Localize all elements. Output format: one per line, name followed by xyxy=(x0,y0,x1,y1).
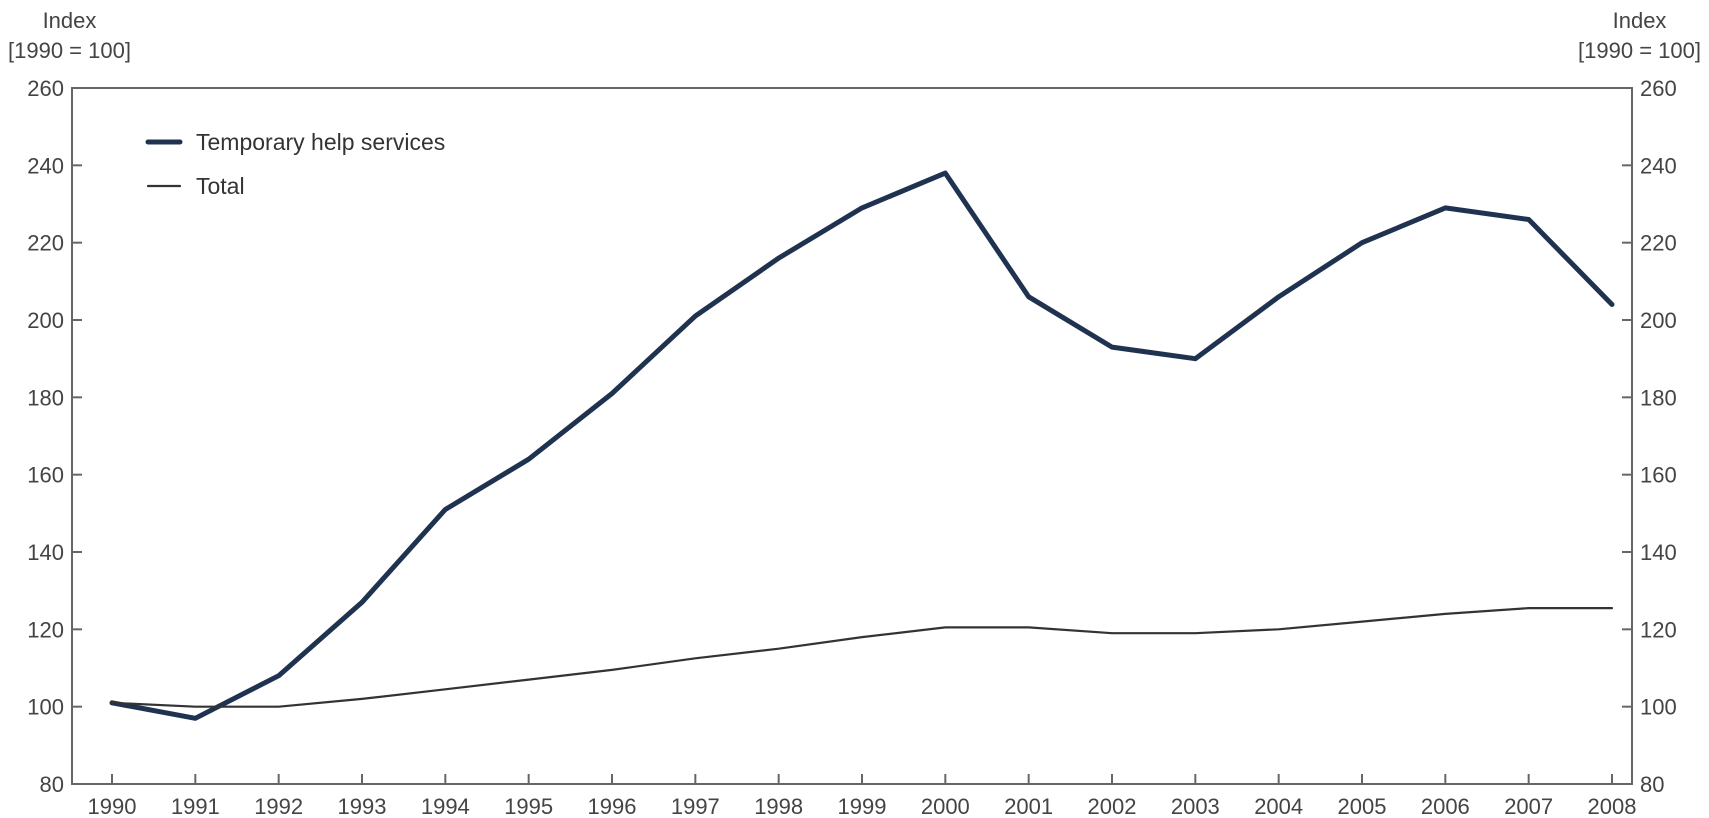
right-axis-title-line2: [1990 = 100] xyxy=(1578,38,1701,63)
y-tick-label-left: 100 xyxy=(27,695,64,720)
x-tick-label: 1998 xyxy=(754,794,803,818)
x-tick-label: 1990 xyxy=(88,794,137,818)
y-tick-label-right: 120 xyxy=(1640,617,1677,642)
right-axis-title-line1: Index xyxy=(1612,8,1667,33)
x-tick-label: 2006 xyxy=(1421,794,1470,818)
y-tick-label-left: 260 xyxy=(27,76,64,101)
x-tick-label: 2007 xyxy=(1504,794,1553,818)
y-tick-label-right: 140 xyxy=(1640,540,1677,565)
y-tick-label-left: 160 xyxy=(27,463,64,488)
x-tick-label: 1992 xyxy=(254,794,303,818)
y-tick-label-right: 220 xyxy=(1640,231,1677,256)
x-tick-label: 2002 xyxy=(1088,794,1137,818)
y-tick-label-right: 180 xyxy=(1640,385,1677,410)
x-tick-label: 2001 xyxy=(1004,794,1053,818)
x-tick-label: 2005 xyxy=(1338,794,1387,818)
y-tick-label-left: 120 xyxy=(27,617,64,642)
left-axis-title-line1: Index xyxy=(42,8,97,33)
y-tick-label-left: 80 xyxy=(40,772,64,797)
x-tick-label: 1993 xyxy=(338,794,387,818)
x-tick-label: 1994 xyxy=(421,794,470,818)
x-tick-label: 1996 xyxy=(588,794,637,818)
x-tick-label: 1991 xyxy=(171,794,220,818)
legend-label: Total xyxy=(196,173,245,199)
y-tick-label-left: 180 xyxy=(27,385,64,410)
legend-label: Temporary help services xyxy=(196,129,445,155)
y-tick-label-right: 100 xyxy=(1640,695,1677,720)
y-tick-label-right: 260 xyxy=(1640,76,1677,101)
y-tick-label-right: 240 xyxy=(1640,153,1677,178)
y-tick-label-left: 220 xyxy=(27,231,64,256)
left-axis-title: Index [1990 = 100] xyxy=(8,6,131,66)
x-tick-label: 2008 xyxy=(1588,794,1637,818)
right-axis-title: Index [1990 = 100] xyxy=(1578,6,1701,66)
x-tick-label: 2004 xyxy=(1254,794,1303,818)
y-tick-label-left: 140 xyxy=(27,540,64,565)
y-tick-label-right: 200 xyxy=(1640,308,1677,333)
x-tick-label: 1995 xyxy=(504,794,553,818)
x-tick-label: 1999 xyxy=(838,794,887,818)
left-axis-title-line2: [1990 = 100] xyxy=(8,38,131,63)
x-tick-label: 2000 xyxy=(921,794,970,818)
plot-frame xyxy=(71,87,1633,785)
x-tick-label: 1997 xyxy=(671,794,720,818)
y-tick-label-right: 80 xyxy=(1640,772,1664,797)
y-tick-label-right: 160 xyxy=(1640,463,1677,488)
x-tick-label: 2003 xyxy=(1171,794,1220,818)
y-tick-label-left: 240 xyxy=(27,153,64,178)
y-tick-label-left: 200 xyxy=(27,308,64,333)
